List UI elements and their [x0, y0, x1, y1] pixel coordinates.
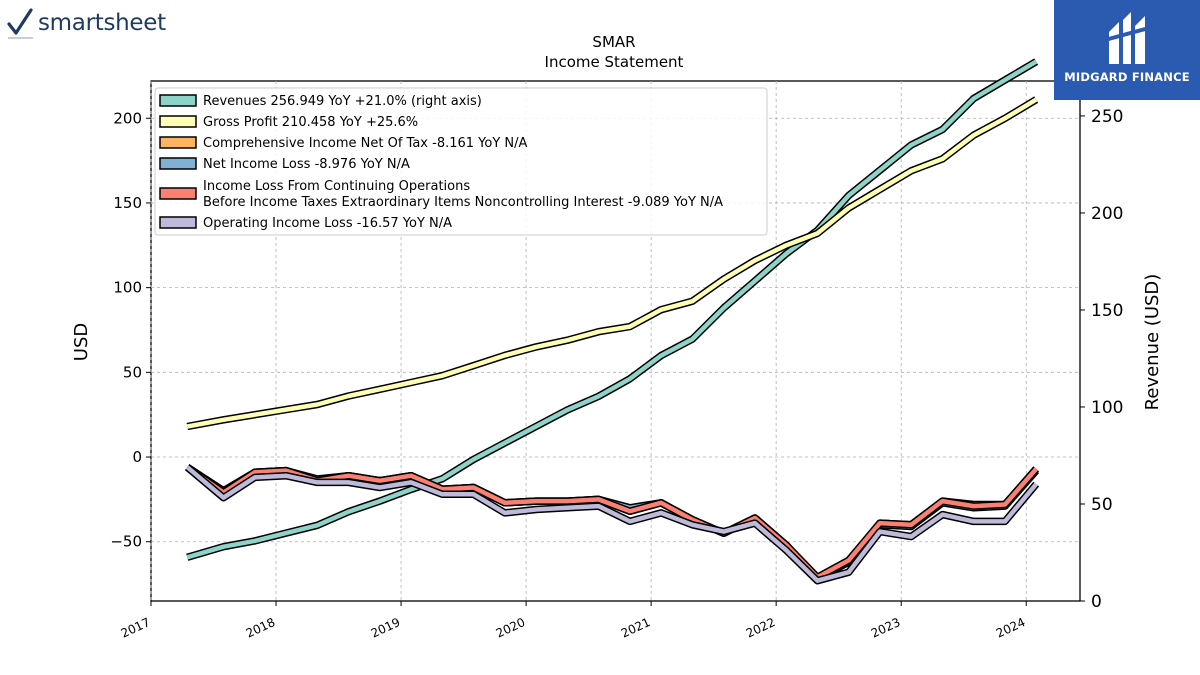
series-line-0	[186, 59, 1038, 560]
legend-label: Income Loss From Continuing Operations	[203, 179, 470, 194]
smartsheet-logo: smartsheet	[6, 4, 166, 42]
y2-axis-label: Revenue (USD)	[1142, 274, 1163, 411]
series-line-5	[185, 465, 1038, 583]
x-tick-label: 2021	[619, 615, 653, 641]
legend-swatch	[159, 216, 197, 229]
legend-label: Operating Income Loss -16.57 YoY N/A	[203, 216, 452, 231]
y-tick-label: 150	[113, 194, 142, 212]
y-tick-label: −50	[110, 533, 142, 551]
checkmark-icon	[7, 8, 33, 39]
x-tick-label: 2017	[119, 615, 153, 641]
series-line-1	[186, 97, 1038, 429]
legend-label: Comprehensive Income Net Of Tax -8.161 Y…	[203, 136, 528, 151]
midgard-finance-name: MIDGARD FINANCE	[1064, 70, 1190, 84]
y2-tick-label: 250	[1091, 107, 1123, 127]
midgard-emblem-icon	[1104, 12, 1150, 64]
series-line-4	[186, 465, 1038, 580]
legend-label: Before Income Taxes Extraordinary Items …	[203, 195, 723, 210]
x-tick-label: 2024	[994, 615, 1028, 641]
y-tick-label: 100	[113, 279, 142, 297]
chart-subtitle: Income Statement	[545, 53, 684, 71]
y2-tick-label: 150	[1091, 301, 1123, 321]
legend: Revenues 256.949 YoY +21.0% (right axis)…	[154, 87, 768, 236]
y2-tick-label: 50	[1091, 495, 1113, 515]
midgard-finance-logo: MIDGARD FINANCE	[1054, 0, 1200, 100]
brand-name: smartsheet	[38, 10, 166, 36]
y-tick-label: 50	[123, 363, 142, 381]
x-tick-label: 2018	[244, 615, 278, 641]
y-axis-label: USD	[71, 323, 92, 361]
y-tick-label: 0	[132, 448, 142, 466]
y2-tick-label: 200	[1091, 204, 1123, 224]
legend-label: Net Income Loss -8.976 YoY N/A	[203, 157, 410, 172]
y2-tick-label: 100	[1091, 398, 1123, 418]
x-tick-label: 2022	[744, 615, 778, 641]
series-lines	[184, 58, 1040, 585]
legend-swatch	[159, 94, 197, 107]
legend-box	[154, 87, 768, 236]
y2-tick-label: 0	[1091, 592, 1102, 612]
x-tick-label: 2019	[369, 615, 403, 641]
chart-title: SMAR	[592, 33, 635, 51]
legend-label: Revenues 256.949 YoY +21.0% (right axis)	[203, 94, 482, 109]
legend-swatch	[159, 115, 197, 128]
x-tick-label: 2023	[869, 615, 903, 641]
legend-swatch	[159, 187, 197, 200]
legend-label: Gross Profit 210.458 YoY +25.6%	[203, 115, 418, 130]
x-tick-label: 2020	[494, 615, 528, 641]
y-tick-label: 200	[113, 109, 142, 127]
legend-swatch	[159, 157, 197, 170]
legend-swatch	[159, 136, 197, 149]
